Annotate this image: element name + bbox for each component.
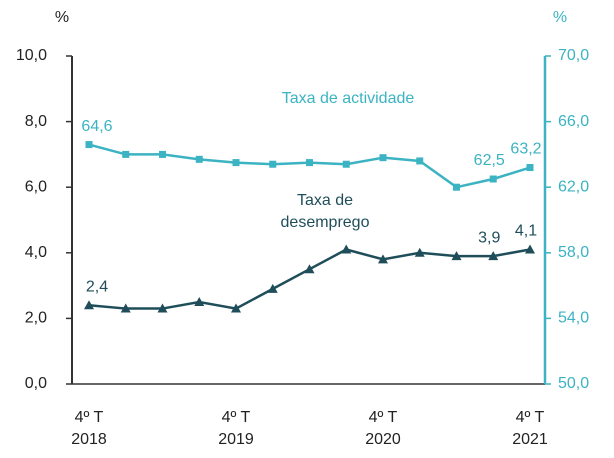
value-label: 62,5 (474, 152, 505, 169)
marker (269, 160, 277, 168)
y-tick-label: 10,0 (16, 47, 47, 64)
marker (342, 160, 350, 168)
marker (306, 159, 313, 167)
marker (157, 303, 168, 313)
y-tick-label: 8,0 (25, 113, 47, 130)
value-label: 64,6 (81, 118, 112, 135)
y2-tick-label: 70,0 (558, 47, 589, 64)
series-name: Taxa de desemprego (280, 192, 370, 231)
marker (489, 175, 497, 183)
marker (84, 300, 94, 310)
y-tick-label: 0,0 (25, 375, 47, 392)
y-axis-unit: % (55, 9, 69, 26)
value-label: 4,1 (515, 223, 537, 240)
y2-tick-label: 54,0 (558, 310, 589, 327)
marker (378, 254, 388, 264)
value-label: 63,2 (510, 141, 541, 158)
marker (232, 159, 240, 167)
marker (159, 150, 166, 158)
y-tick-label: 6,0 (25, 178, 47, 195)
series-name: Taxa de actividade (281, 90, 415, 107)
x-tick-label: 4º T 2019 (218, 409, 254, 448)
marker (526, 164, 534, 172)
marker (195, 155, 203, 163)
marker (416, 157, 424, 165)
y2-tick-label: 62,0 (558, 178, 589, 195)
marker (525, 244, 535, 254)
series-line (88, 248, 531, 310)
marker (414, 247, 425, 257)
marker (341, 244, 352, 254)
value-label: 3,9 (478, 229, 500, 246)
y2-tick-label: 58,0 (558, 244, 589, 261)
x-tick-label: 4º T 2018 (71, 409, 107, 448)
y-tick-label: 2,0 (25, 310, 47, 327)
marker (85, 141, 93, 149)
value-label: 2,4 (86, 278, 108, 295)
y2-axis-unit: % (553, 9, 567, 26)
marker (122, 150, 130, 158)
marker (267, 283, 278, 293)
marker (379, 154, 387, 162)
marker (304, 264, 315, 274)
marker (231, 303, 241, 313)
marker (451, 251, 462, 261)
marker (120, 303, 131, 313)
y2-tick-label: 50,0 (558, 375, 589, 392)
marker (488, 251, 499, 261)
y-tick-label: 4,0 (25, 244, 47, 261)
marker (453, 183, 460, 191)
marker (194, 297, 205, 306)
x-tick-label: 4º T 2020 (365, 409, 401, 448)
x-tick-label: 4º T 2021 (512, 409, 548, 448)
y2-tick-label: 66,0 (558, 113, 589, 130)
